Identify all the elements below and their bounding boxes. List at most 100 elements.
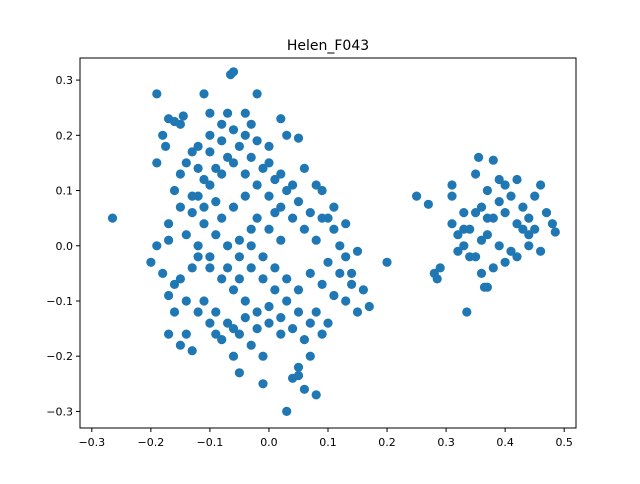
data-point bbox=[228, 351, 239, 361]
data-point bbox=[500, 257, 510, 267]
y-tick-label: 0.3 bbox=[56, 74, 74, 87]
data-point bbox=[228, 158, 239, 168]
x-tick-label: 0.5 bbox=[555, 436, 573, 449]
data-point bbox=[217, 136, 227, 146]
y-tick-label: 0.1 bbox=[56, 185, 74, 198]
data-point bbox=[541, 208, 552, 218]
data-points bbox=[107, 67, 560, 416]
data-point bbox=[164, 219, 174, 229]
data-point bbox=[500, 180, 510, 190]
data-point bbox=[217, 274, 227, 284]
data-point bbox=[494, 174, 504, 185]
data-point bbox=[223, 318, 233, 328]
data-point bbox=[181, 158, 191, 168]
data-point bbox=[217, 169, 227, 179]
data-point bbox=[293, 362, 304, 372]
data-point bbox=[293, 370, 304, 381]
data-point bbox=[252, 213, 262, 223]
data-point bbox=[199, 296, 209, 306]
data-point bbox=[270, 174, 280, 185]
data-point bbox=[211, 329, 221, 339]
y-axis: −0.3 −0.2 −0.1 0.0 0.1 0.2 0.3 bbox=[46, 74, 80, 418]
data-point bbox=[187, 263, 197, 273]
data-point bbox=[317, 213, 327, 223]
data-point bbox=[234, 274, 244, 284]
data-point bbox=[382, 257, 392, 267]
data-point bbox=[293, 307, 304, 317]
data-point bbox=[152, 158, 162, 168]
data-point bbox=[488, 155, 498, 165]
data-point bbox=[223, 152, 233, 162]
data-point bbox=[282, 296, 292, 306]
data-point bbox=[205, 108, 215, 118]
data-point bbox=[187, 346, 197, 356]
x-axis: −0.3 −0.2 −0.1 0.0 0.1 0.2 0.3 0.4 0.5 bbox=[78, 428, 573, 449]
chart-title: Helen_F043 bbox=[287, 38, 369, 54]
y-tick-label: 0.2 bbox=[56, 129, 74, 142]
data-point bbox=[524, 241, 534, 251]
data-point bbox=[193, 252, 203, 262]
data-point bbox=[270, 285, 280, 295]
data-point bbox=[199, 89, 209, 99]
data-point bbox=[524, 213, 534, 223]
data-point bbox=[240, 296, 250, 306]
data-point bbox=[323, 257, 333, 267]
data-point bbox=[288, 324, 298, 334]
data-point bbox=[164, 329, 174, 339]
data-point bbox=[205, 318, 215, 328]
data-point bbox=[234, 141, 244, 151]
data-point bbox=[488, 263, 498, 273]
data-point bbox=[228, 125, 239, 135]
data-point bbox=[299, 224, 309, 234]
data-point bbox=[211, 197, 221, 207]
data-point bbox=[530, 191, 540, 201]
data-point bbox=[476, 202, 487, 212]
data-point bbox=[258, 351, 268, 361]
data-point bbox=[205, 252, 215, 262]
y-tick-label: 0.0 bbox=[56, 240, 74, 253]
data-point bbox=[282, 185, 292, 196]
data-point bbox=[158, 130, 168, 140]
data-point bbox=[276, 329, 286, 339]
y-tick-label: −0.3 bbox=[46, 405, 73, 418]
data-point bbox=[276, 235, 286, 245]
y-tick-label: −0.2 bbox=[46, 350, 73, 363]
data-point bbox=[246, 224, 256, 234]
data-point bbox=[252, 324, 262, 334]
data-point bbox=[205, 130, 215, 140]
data-point bbox=[240, 130, 250, 140]
data-point bbox=[217, 335, 227, 345]
data-point bbox=[181, 296, 191, 306]
data-point bbox=[246, 340, 256, 350]
data-point bbox=[432, 274, 442, 284]
data-point bbox=[228, 324, 239, 334]
data-point bbox=[293, 197, 304, 207]
data-point bbox=[205, 263, 215, 273]
data-point bbox=[459, 224, 469, 234]
data-point bbox=[311, 307, 321, 317]
data-point bbox=[459, 241, 469, 251]
data-point bbox=[518, 224, 528, 234]
data-point bbox=[193, 307, 203, 317]
data-point bbox=[264, 141, 274, 151]
data-point bbox=[512, 252, 522, 262]
data-point bbox=[211, 163, 221, 173]
data-point bbox=[317, 279, 327, 289]
data-point bbox=[435, 263, 445, 273]
y-tick-label: −0.1 bbox=[46, 295, 73, 308]
data-point bbox=[193, 241, 203, 251]
data-point bbox=[223, 241, 233, 251]
data-point bbox=[323, 318, 333, 328]
data-point bbox=[199, 174, 209, 185]
data-point bbox=[299, 163, 309, 173]
data-point bbox=[536, 246, 546, 256]
data-point bbox=[276, 202, 286, 212]
data-point bbox=[305, 208, 315, 218]
data-point bbox=[482, 185, 492, 196]
data-point bbox=[158, 268, 168, 278]
data-point bbox=[335, 241, 345, 251]
data-point bbox=[352, 246, 363, 256]
data-point bbox=[364, 301, 374, 312]
data-point bbox=[234, 368, 244, 378]
data-point bbox=[276, 114, 286, 124]
